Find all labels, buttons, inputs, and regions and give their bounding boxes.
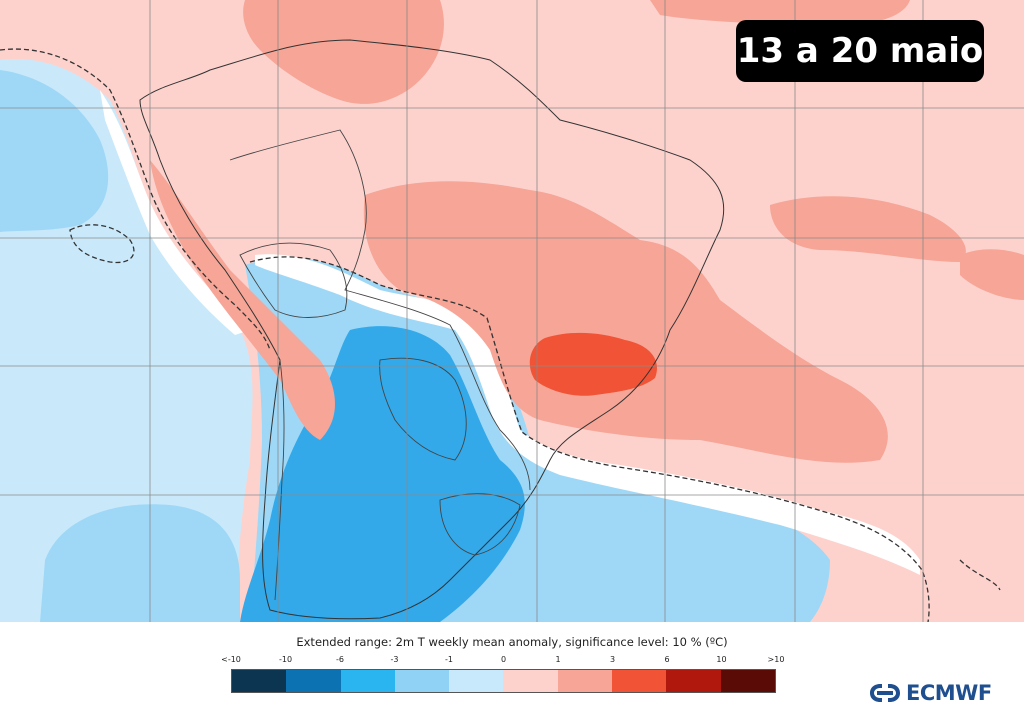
legend-tick-label: >10 [767, 655, 785, 664]
paraguay-border [379, 357, 467, 461]
brazil-border [229, 129, 531, 491]
legend-swatch [449, 670, 504, 692]
atlantic-warm-patch [770, 196, 966, 262]
bolivia-border [239, 242, 348, 318]
legend-tick-label: 3 [609, 655, 616, 664]
legend-tick-label: 0 [500, 655, 507, 664]
legend-swatch [720, 670, 775, 692]
legend-tick-label: -3 [390, 655, 399, 664]
uruguay-border [439, 493, 521, 556]
legend-swatch [666, 670, 721, 692]
argentina-chile-border [274, 359, 285, 601]
legend-title: Extended range: 2m T weekly mean anomaly… [296, 635, 728, 649]
legend-swatch [612, 670, 667, 692]
pacific-light-blue-patch [0, 70, 109, 232]
atlantic-east-warm-patch [960, 249, 1024, 300]
pacific-south-light-blue [40, 504, 240, 622]
legend-swatch [394, 670, 450, 692]
legend-tick-label: 1 [555, 655, 561, 664]
legend-tick-label: 6 [664, 655, 670, 664]
north-warm-patch [243, 0, 444, 104]
southeast-brazil-hot-spot [529, 332, 657, 396]
legend-swatch [232, 670, 287, 692]
ecmwf-logo-icon [870, 684, 900, 702]
significance-contour-south [249, 256, 930, 622]
brazil-warm-anomaly-zone [363, 181, 888, 463]
north-east-warm-strip [650, 0, 910, 25]
legend-swatch [340, 670, 395, 692]
legend-tick-label: -10 [278, 655, 293, 664]
temperature-anomaly-map [0, 0, 1024, 622]
legend-tick-label: -1 [445, 655, 453, 664]
legend-panel: Extended range: 2m T weekly mean anomaly… [0, 622, 1024, 720]
legend-swatch [503, 670, 558, 692]
legend-color-bar [231, 669, 776, 693]
ecmwf-logo-text: ECMWF [906, 681, 992, 705]
legend-tick-labels: <-10 -10 -6 -3 -1 0 1 3 6 10 >10 [221, 655, 784, 667]
date-range-badge: 13 a 20 maio [736, 20, 984, 82]
legend-tick-label: -6 [336, 655, 344, 664]
legend-tick-label: <-10 [221, 655, 241, 664]
legend-swatch [557, 670, 613, 692]
southern-cone-strong-cold-core [240, 326, 525, 622]
legend-swatch [286, 670, 341, 692]
ecmwf-logo: ECMWF [868, 680, 992, 706]
graticule [0, 0, 1024, 622]
significance-contour-patch [69, 224, 135, 264]
legend-tick-label: 10 [716, 655, 727, 664]
